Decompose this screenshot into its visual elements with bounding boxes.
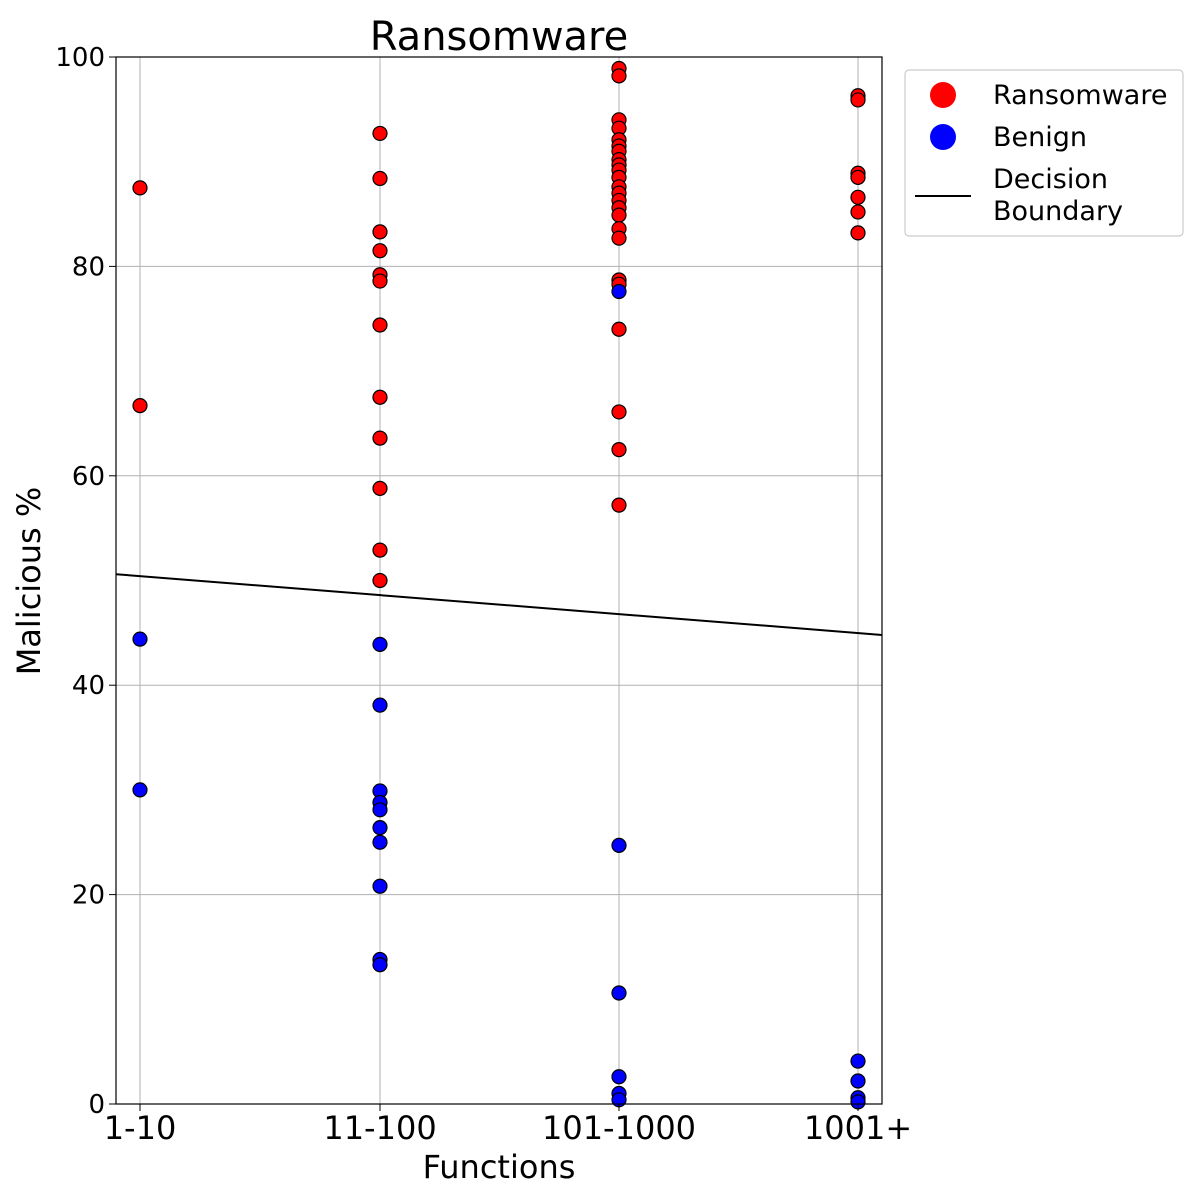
point-ransomware bbox=[850, 225, 866, 241]
point-benign bbox=[611, 837, 627, 853]
point-benign bbox=[850, 1073, 866, 1089]
point-ransomware bbox=[372, 480, 388, 496]
decision-boundary bbox=[115, 573, 883, 636]
point-benign bbox=[372, 834, 388, 850]
y-tick-label: 40 bbox=[72, 671, 105, 701]
point-ransomware bbox=[372, 389, 388, 405]
point-benign bbox=[372, 697, 388, 713]
grid-lines bbox=[116, 56, 882, 1105]
point-ransomware bbox=[611, 442, 627, 458]
point-ransomware bbox=[611, 230, 627, 246]
point-benign bbox=[850, 1053, 866, 1069]
legend-box bbox=[904, 69, 1184, 237]
x-tick-label: 101-1000 bbox=[542, 1109, 696, 1147]
point-ransomware bbox=[372, 125, 388, 142]
point-benign bbox=[372, 957, 388, 973]
legend-label-decision-boundary: Decision Boundary bbox=[993, 164, 1123, 227]
legend-marker-benign bbox=[930, 124, 956, 150]
point-benign bbox=[611, 985, 627, 1001]
point-benign bbox=[611, 283, 627, 300]
point-ransomware bbox=[132, 180, 148, 196]
x-tick-label: 11-100 bbox=[323, 1109, 436, 1147]
point-ransomware bbox=[611, 497, 627, 513]
point-ransomware bbox=[372, 243, 388, 259]
point-benign bbox=[372, 802, 388, 818]
y-tick-label: 20 bbox=[72, 881, 105, 911]
data-points bbox=[132, 60, 866, 1110]
plot-frame bbox=[115, 56, 883, 1105]
point-ransomware bbox=[611, 207, 627, 223]
point-benign bbox=[611, 1069, 627, 1085]
point-ransomware bbox=[611, 68, 627, 84]
point-ransomware bbox=[372, 273, 388, 289]
legend: Ransomware Benign Decision Boundary bbox=[904, 69, 1184, 237]
point-benign bbox=[372, 878, 388, 894]
y-ticks: 0 20 40 60 80 100 bbox=[55, 43, 116, 1120]
point-ransomware bbox=[850, 169, 866, 186]
point-benign bbox=[372, 819, 388, 836]
point-ransomware bbox=[372, 170, 388, 187]
point-ransomware bbox=[372, 430, 388, 446]
point-ransomware bbox=[611, 321, 627, 337]
point-ransomware bbox=[850, 204, 866, 220]
point-ransomware bbox=[850, 92, 866, 108]
legend-label-ransomware: Ransomware bbox=[993, 80, 1167, 111]
point-benign bbox=[132, 631, 148, 647]
y-tick-label: 60 bbox=[72, 462, 105, 492]
point-ransomware bbox=[372, 317, 388, 333]
x-axis-label: Functions bbox=[423, 1148, 576, 1186]
x-ticks: 1-10 11-100 101-1000 1001+ bbox=[104, 1104, 912, 1147]
y-axis-label: Malicious % bbox=[10, 487, 48, 676]
point-ransomware bbox=[611, 404, 627, 420]
point-ransomware bbox=[372, 542, 388, 558]
chart-title: Ransomware bbox=[370, 14, 628, 60]
y-tick-label: 100 bbox=[55, 43, 105, 73]
y-tick-label: 80 bbox=[72, 252, 105, 282]
point-benign bbox=[132, 782, 148, 798]
point-ransomware bbox=[850, 189, 866, 205]
point-benign bbox=[372, 636, 388, 652]
point-ransomware bbox=[372, 572, 388, 589]
legend-marker-ransomware bbox=[930, 82, 956, 108]
point-ransomware bbox=[372, 224, 388, 240]
x-tick-label: 1001+ bbox=[804, 1109, 912, 1147]
y-tick-label: 0 bbox=[88, 1090, 105, 1120]
x-tick-label: 1-10 bbox=[104, 1109, 177, 1147]
decision-boundary-line bbox=[115, 573, 883, 636]
legend-label-benign: Benign bbox=[993, 122, 1087, 153]
point-ransomware bbox=[132, 398, 148, 414]
